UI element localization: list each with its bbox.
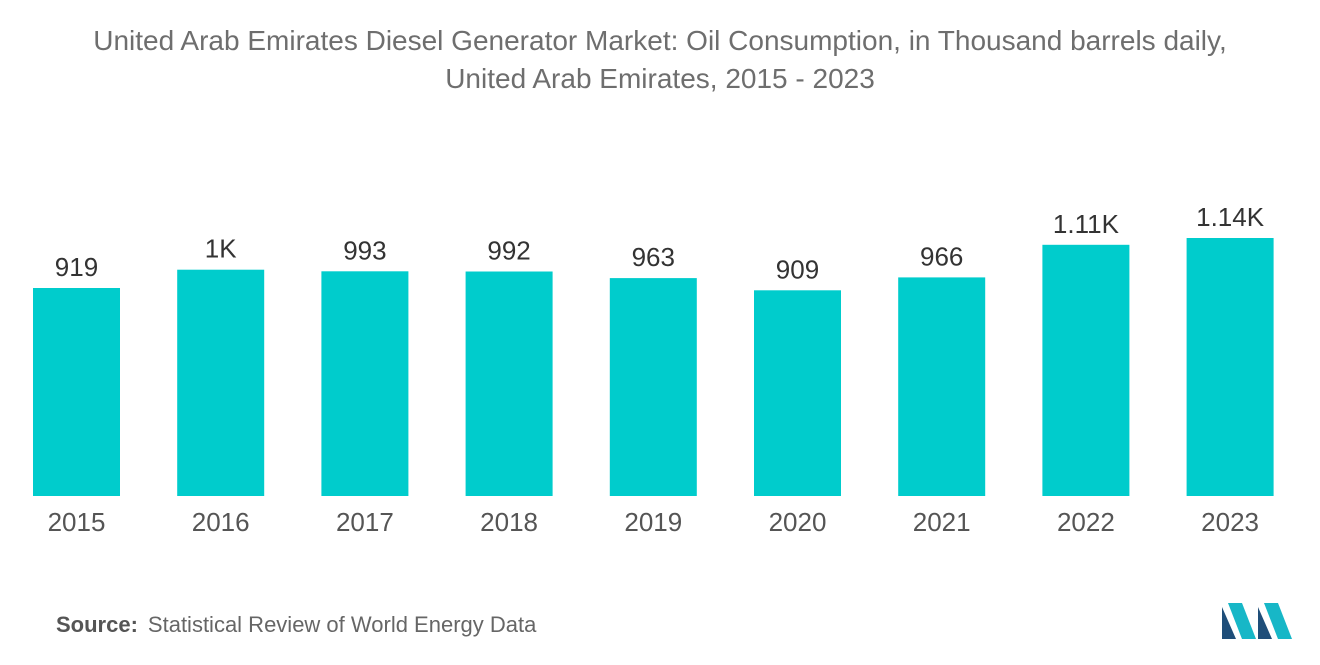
data-label-2020: 909: [776, 254, 819, 284]
data-label-2022: 1.11K: [1053, 209, 1120, 239]
data-label-2015: 919: [55, 252, 98, 282]
bar-2022: [1042, 244, 1130, 496]
bar-2021: [898, 277, 986, 496]
x-tick-label-2021: 2021: [913, 507, 971, 537]
bar-2023: [1186, 238, 1274, 496]
bar-2020: [754, 290, 841, 496]
x-tick-label-2015: 2015: [48, 507, 106, 537]
data-label-2021: 966: [920, 241, 963, 271]
x-tick-label-2020: 2020: [769, 507, 827, 537]
data-label-2017: 993: [343, 235, 386, 265]
data-label-2023: 1.14K: [1196, 202, 1265, 232]
source-label: Source:: [56, 612, 138, 637]
bar-2015: [33, 288, 120, 496]
bar-2019: [609, 278, 697, 496]
x-tick-label-2023: 2023: [1201, 507, 1259, 537]
x-tick-label-2016: 2016: [192, 507, 250, 537]
data-label-2018: 992: [487, 236, 530, 266]
source-text: Statistical Review of World Energy Data: [147, 612, 537, 637]
chart-title-line-2: United Arab Emirates, 2015 - 2023: [445, 63, 875, 94]
x-tick-label-2022: 2022: [1057, 507, 1115, 537]
bar-2018: [465, 271, 553, 496]
chart-title: United Arab Emirates Diesel Generator Ma…: [0, 22, 1320, 98]
x-tick-label-2019: 2019: [624, 507, 682, 537]
data-label-2019: 963: [632, 242, 675, 272]
x-tick-label-2018: 2018: [480, 507, 538, 537]
bar-2016: [177, 269, 265, 496]
data-label-2016: 1K: [205, 234, 237, 264]
x-tick-label-2017: 2017: [336, 507, 394, 537]
source-note: Source: Statistical Review of World Energ…: [56, 612, 536, 638]
bar-2017: [321, 271, 409, 496]
chart-title-line-1: United Arab Emirates Diesel Generator Ma…: [93, 25, 1227, 56]
bar-chart: 919 2015 1K 2016 993 2017 992 2018 963 2019 909 202…: [33, 202, 1274, 537]
brand-logo-icon: [1222, 603, 1292, 644]
